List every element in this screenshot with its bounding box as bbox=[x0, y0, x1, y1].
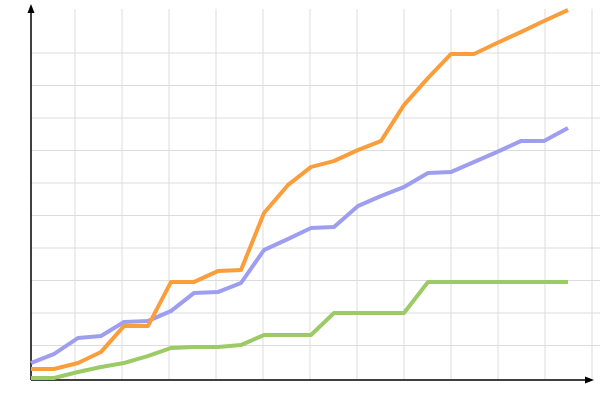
x-axis-arrow-icon bbox=[585, 376, 594, 384]
series-line-orange bbox=[31, 8, 569, 371]
series-line-purple bbox=[30, 126, 569, 365]
series-line-green bbox=[31, 280, 568, 380]
y-axis-arrow-icon bbox=[27, 4, 35, 13]
